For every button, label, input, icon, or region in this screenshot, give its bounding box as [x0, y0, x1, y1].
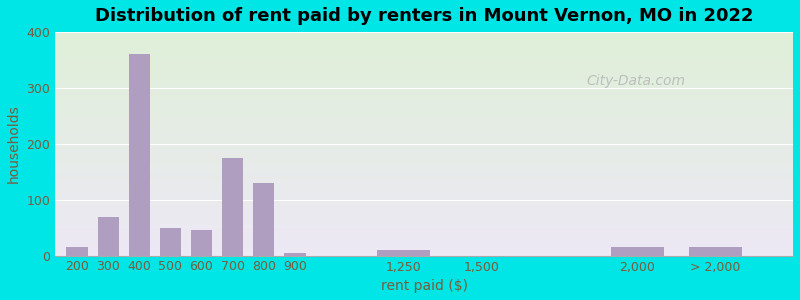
Text: City-Data.com: City-Data.com: [586, 74, 686, 88]
Bar: [160, 228, 181, 256]
Title: Distribution of rent paid by renters in Mount Vernon, MO in 2022: Distribution of rent paid by renters in …: [95, 7, 754, 25]
X-axis label: rent paid ($): rent paid ($): [381, 279, 468, 293]
Bar: [284, 253, 306, 256]
Bar: [191, 230, 212, 256]
Bar: [129, 54, 150, 256]
Bar: [254, 183, 274, 256]
Y-axis label: households: households: [7, 104, 21, 183]
Bar: [611, 247, 664, 256]
Bar: [689, 247, 742, 256]
Bar: [98, 217, 118, 256]
Bar: [66, 247, 88, 256]
Bar: [378, 250, 430, 256]
Bar: [222, 158, 243, 256]
